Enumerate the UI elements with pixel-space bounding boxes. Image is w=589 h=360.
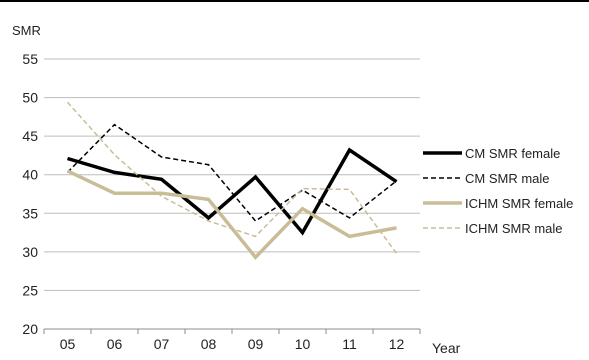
- gridlines: [44, 58, 420, 291]
- top-border: [0, 0, 589, 2]
- x-tick-label: 05: [60, 336, 76, 352]
- series-line-ichm-smr-male: [66, 101, 398, 254]
- x-tick-label: 12: [389, 336, 405, 352]
- x-tick-label: 07: [154, 336, 170, 352]
- axes: 20 25 30 35 40 45 50 55 05 06 07 08 09 10 11 12: [22, 51, 421, 352]
- y-tick-label: 25: [22, 282, 38, 298]
- y-tick-label: 40: [22, 167, 38, 183]
- y-tick-label: 55: [22, 51, 38, 67]
- y-tick-label: 30: [22, 244, 38, 260]
- series-line-cm-smr-female: [67, 147, 398, 236]
- x-tick-label: 08: [201, 336, 217, 352]
- y-tick-label: 20: [22, 321, 38, 337]
- legend-label-cm-smr-female: CM SMR female: [465, 146, 560, 161]
- y-tick-label: 50: [22, 90, 38, 106]
- y-axis-label: SMR: [12, 23, 41, 38]
- series-line-cm-smr-male: [66, 123, 397, 222]
- x-tick-label: 10: [295, 336, 311, 352]
- legend-label-ichm-smr-male: ICHM SMR male: [465, 221, 563, 236]
- legend: CM SMR female CM SMR male ICHM SMR female I…: [423, 146, 573, 236]
- x-tick-label: 06: [107, 336, 123, 352]
- x-axis-label: Year: [432, 340, 461, 355]
- x-tick-label: 09: [248, 336, 264, 352]
- series-lines: [66, 101, 398, 260]
- legend-label-ichm-smr-female: ICHM SMR female: [465, 196, 573, 211]
- series-line-ichm-smr-female: [66, 169, 397, 260]
- x-tick-label: 11: [342, 336, 357, 352]
- y-tick-label: 35: [22, 205, 38, 221]
- legend-label-cm-smr-male: CM SMR male: [465, 171, 550, 186]
- y-tick-label: 45: [22, 128, 38, 144]
